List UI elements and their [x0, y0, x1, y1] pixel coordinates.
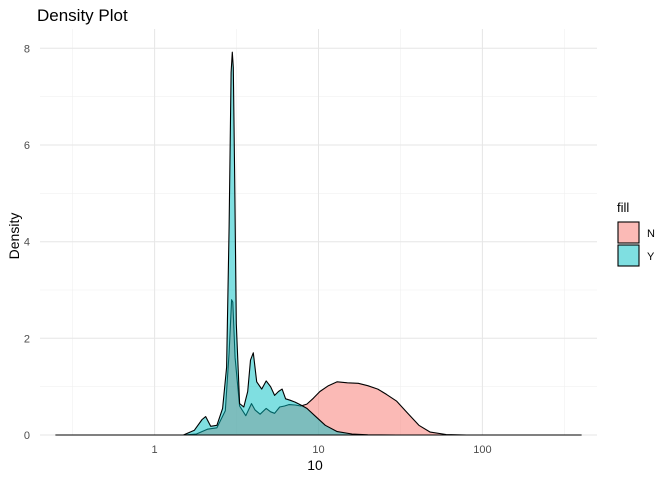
legend-title: fill	[617, 200, 629, 215]
y-tick-labels: 0 2 4 6 8	[24, 43, 30, 442]
x-tick-labels: 1 10 100	[152, 444, 492, 456]
density-areas	[55, 51, 582, 436]
y-axis-title: Density	[6, 213, 22, 260]
x-tick-label: 10	[312, 444, 324, 456]
x-axis-title: 10	[307, 457, 323, 473]
y-tick-label: 0	[24, 430, 30, 442]
y-tick-label: 6	[24, 140, 30, 152]
legend-label-y: Y	[647, 251, 655, 263]
density-area-y	[55, 51, 582, 436]
y-tick-label: 4	[24, 237, 30, 249]
x-tick-label: 100	[473, 444, 491, 456]
legend-key-y	[617, 244, 640, 267]
grid	[40, 29, 597, 436]
legend-key-n	[617, 221, 640, 244]
y-tick-label: 8	[24, 43, 30, 55]
chart-title: Density Plot	[37, 6, 128, 25]
legend-label-n: N	[647, 228, 655, 240]
legend: fill NY	[617, 200, 655, 267]
y-tick-label: 2	[24, 333, 30, 345]
x-tick-label: 1	[152, 444, 158, 456]
